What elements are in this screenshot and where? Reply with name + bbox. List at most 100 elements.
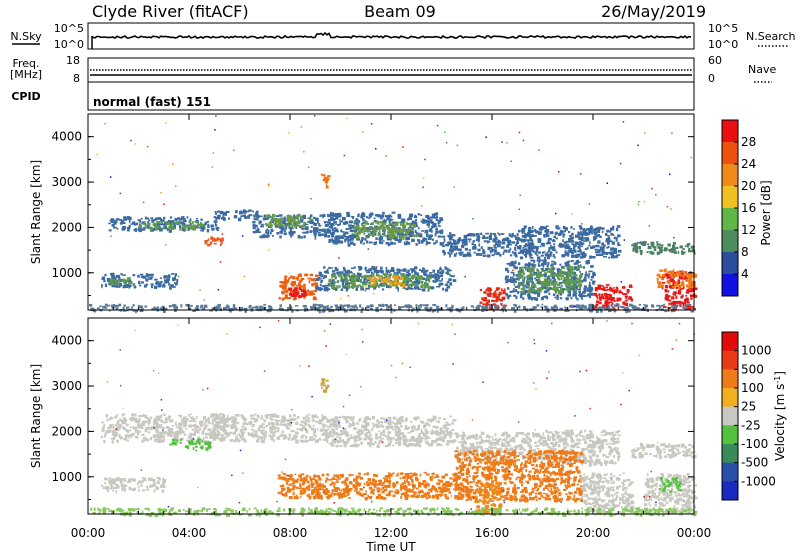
- power-echo-cell: [189, 226, 194, 230]
- power-echo-cell: [390, 215, 393, 218]
- power-echo-cell: [638, 201, 640, 203]
- power-echo-cell: [152, 223, 155, 226]
- power-echo-cell: [504, 309, 507, 312]
- velocity-echo-cell: [207, 428, 212, 432]
- velocity-echo-cell: [237, 439, 241, 443]
- velocity-echo-cell: [214, 435, 219, 438]
- power-echo-cell: [565, 284, 567, 288]
- velocity-echo-cell: [106, 429, 111, 433]
- power-echo-cell: [407, 287, 412, 290]
- power-echo-cell: [598, 286, 601, 290]
- power-echo-cell: [397, 270, 401, 274]
- power-echo-cell: [285, 225, 288, 229]
- velocity-echo-cell: [219, 418, 223, 421]
- velocity-echo-cell: [427, 437, 431, 439]
- power-echo-cell: [181, 226, 186, 229]
- power-echo-cell: [538, 264, 541, 267]
- power-echo-cell: [388, 223, 390, 227]
- power-echo-cell: [538, 149, 540, 151]
- power-echo-cell: [589, 305, 594, 310]
- power-echo-cell: [423, 304, 427, 306]
- power-echo-cell: [301, 294, 304, 296]
- velocity-echo-cell: [260, 430, 264, 434]
- power-echo-cell: [215, 228, 218, 231]
- velocity-echo-cell: [270, 418, 272, 421]
- power-echo-cell: [359, 304, 362, 308]
- power-echo-cell: [545, 267, 548, 272]
- power-echo-cell: [129, 281, 133, 284]
- power-echo-cell: [411, 227, 414, 230]
- power-echo-cell: [351, 232, 354, 235]
- power-echo-cell: [343, 309, 348, 313]
- velocity-echo-cell: [308, 424, 311, 428]
- power-echo-cell: [551, 263, 554, 267]
- power-echo-cell: [514, 268, 516, 271]
- power-echo-cell: [359, 230, 364, 233]
- power-echo-cell: [285, 287, 287, 290]
- power-echo-cell: [683, 302, 686, 305]
- power-echo-cell: [600, 293, 604, 296]
- power-echo-cell: [425, 279, 430, 281]
- power-echo-cell: [604, 301, 606, 305]
- velocity-echo-cell: [190, 416, 194, 419]
- power-echo-cell: [586, 261, 590, 264]
- velocity-echo-cell: [275, 420, 279, 423]
- power-echo-cell: [548, 292, 551, 295]
- power-echo-cell: [353, 243, 356, 246]
- power-echo-cell: [610, 304, 613, 307]
- power-echo-cell: [685, 295, 688, 297]
- power-echo-cell: [590, 287, 594, 291]
- power-echo-cell: [482, 307, 486, 311]
- power-echo-cell: [522, 273, 525, 275]
- power-echo-cell: [567, 294, 571, 297]
- power-echo-cell: [608, 294, 613, 298]
- power-echo-cell: [526, 275, 530, 279]
- power-echo-cell: [614, 250, 618, 254]
- power-echo-cell: [145, 274, 149, 278]
- power-echo-cell: [578, 293, 583, 295]
- power-echo-cell: [688, 242, 691, 246]
- power-echo-cell: [551, 266, 554, 268]
- power-echo-cell: [534, 290, 537, 292]
- velocity-echo-cell: [272, 434, 276, 438]
- power-echo-cell: [627, 309, 631, 313]
- velocity-echo-cell: [399, 436, 403, 439]
- power-echo-cell: [338, 271, 342, 274]
- power-echo-cell: [431, 213, 436, 218]
- power-echo-cell: [414, 275, 417, 279]
- power-echo-cell: [421, 288, 426, 292]
- power-echo-cell: [332, 279, 335, 282]
- velocity-echo-cell: [249, 420, 253, 424]
- power-echo-cell: [578, 237, 583, 241]
- power-echo-cell: [579, 256, 584, 259]
- power-echo-cell: [497, 240, 502, 244]
- power-echo-cell: [156, 308, 160, 311]
- power-echo-cell: [527, 239, 530, 242]
- power-echo-cell: [214, 306, 217, 309]
- power-echo-cell: [690, 297, 693, 300]
- power-echo-cell: [521, 271, 525, 273]
- power-echo-cell: [347, 282, 351, 285]
- velocity-echo-cell: [175, 423, 178, 427]
- power-echo-cell: [380, 214, 383, 217]
- power-echo-cell: [526, 280, 529, 282]
- velocity-echo-cell: [145, 438, 150, 442]
- power-echo-cell: [342, 305, 345, 309]
- velocity-echo-cell: [363, 437, 368, 441]
- velocity-echo-cell: [234, 420, 237, 423]
- power-echo-cell: [411, 269, 416, 272]
- power-echo-cell: [320, 173, 323, 176]
- power-echo-cell: [465, 248, 468, 251]
- velocity-echo-cell: [138, 430, 141, 433]
- power-echo-cell: [656, 241, 659, 243]
- power-echo-cell: [590, 265, 594, 268]
- velocity-echo-cell: [131, 413, 135, 417]
- power-echo-cell: [214, 211, 217, 213]
- power-echo-cell: [567, 254, 570, 257]
- power-echo-cell: [325, 270, 329, 274]
- power-echo-cell: [537, 272, 541, 275]
- beam-title: Beam 09: [364, 2, 436, 21]
- power-echo-cell: [565, 288, 569, 291]
- velocity-echo-cell: [292, 414, 296, 416]
